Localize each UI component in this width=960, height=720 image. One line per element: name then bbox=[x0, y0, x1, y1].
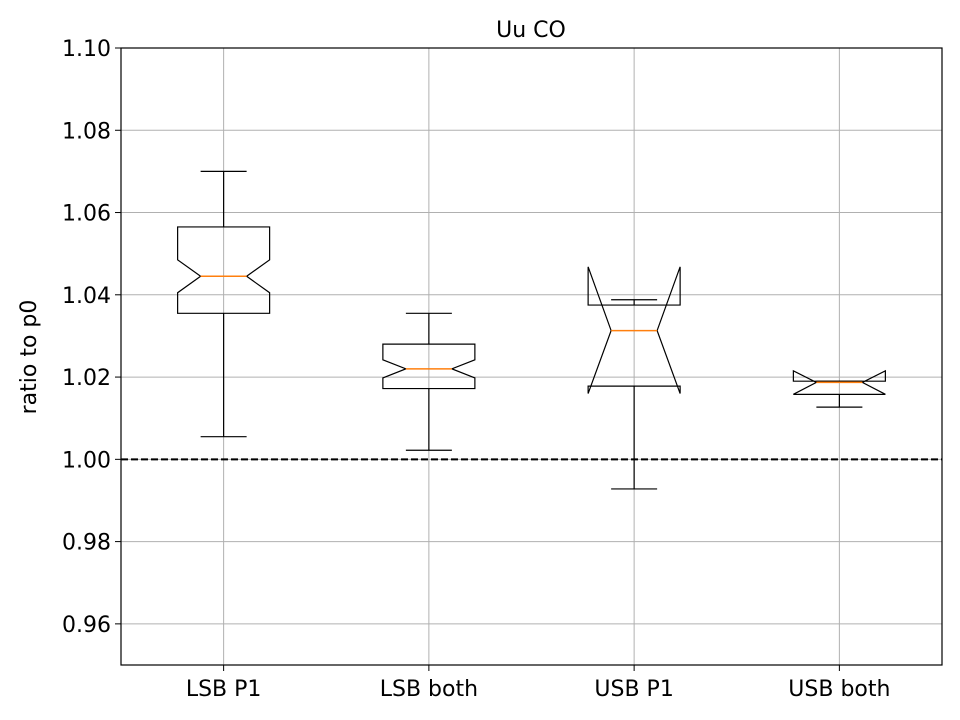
x-tick-label: LSB P1 bbox=[186, 677, 262, 702]
box-body bbox=[177, 226, 271, 314]
axis-ticks: 0.96 0.98 1.00 1.02 1.04 1.06 1.08 1.10 LSB P1 LS… bbox=[62, 37, 890, 702]
y-tick-label: 0.98 bbox=[62, 531, 111, 556]
box-group bbox=[177, 170, 886, 490]
y-tick-label: 1.10 bbox=[62, 37, 111, 62]
y-tick-label: 1.02 bbox=[62, 366, 111, 391]
x-tick-label: USB P1 bbox=[594, 677, 673, 702]
plot-frame bbox=[120, 47, 943, 666]
box-lsb-both bbox=[382, 312, 476, 451]
y-tick-label: 0.96 bbox=[62, 613, 111, 638]
box-body bbox=[792, 369, 886, 395]
box-usb-p1 bbox=[587, 266, 681, 490]
grid-lines bbox=[121, 47, 942, 665]
chart-title: Uu CO bbox=[496, 18, 566, 43]
y-tick-label: 1.04 bbox=[62, 284, 111, 309]
y-tick-label: 1.08 bbox=[62, 119, 111, 144]
y-tick-label: 1.00 bbox=[62, 448, 111, 473]
y-tick-label: 1.06 bbox=[62, 202, 111, 227]
box-body bbox=[382, 343, 476, 390]
x-tick-label: USB both bbox=[788, 677, 890, 702]
box-usb-both bbox=[792, 369, 886, 408]
y-axis-label: ratio to p0 bbox=[17, 300, 42, 415]
box-lsb-p1 bbox=[177, 170, 271, 438]
box-body bbox=[587, 266, 681, 394]
x-tick-label: LSB both bbox=[380, 677, 478, 702]
